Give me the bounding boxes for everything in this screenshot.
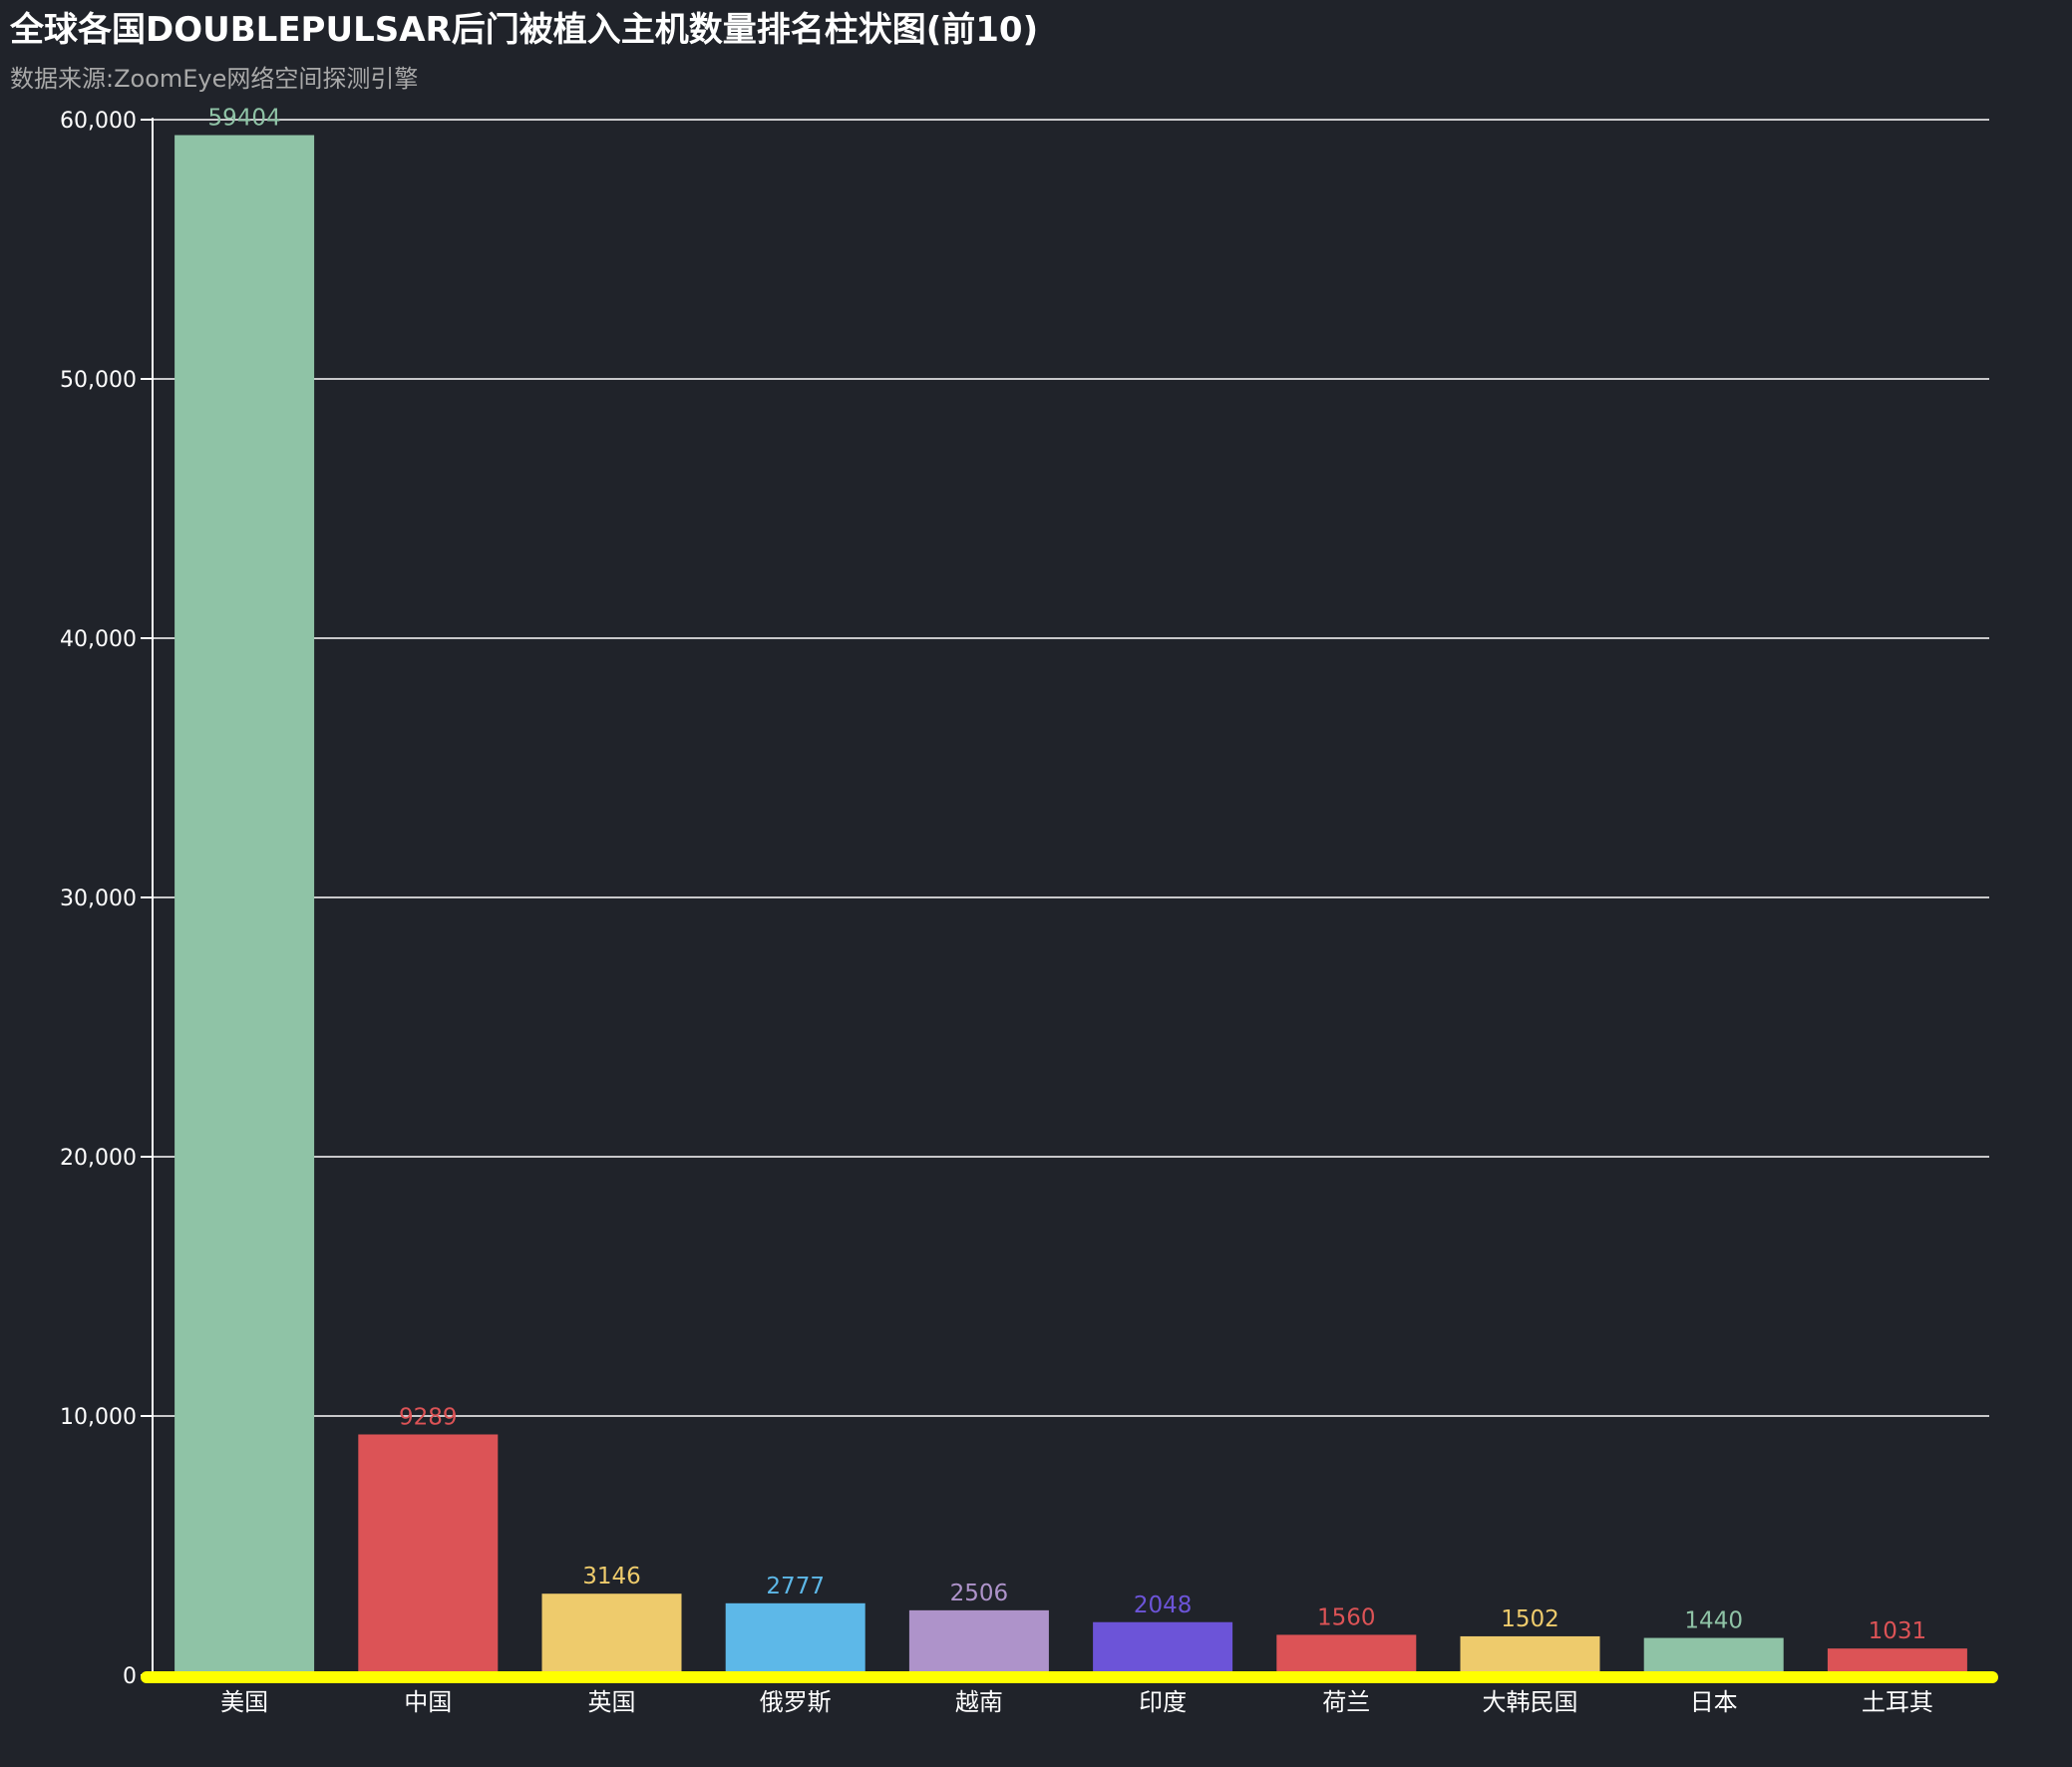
y-tick-label: 40,000 [60,627,137,652]
bar [541,1593,682,1675]
y-tick-label: 20,000 [60,1146,137,1171]
x-tick-label: 俄罗斯 [760,1688,832,1716]
data-label: 9289 [399,1404,458,1430]
bar [358,1434,499,1675]
data-label: 1560 [1317,1604,1376,1630]
bars [174,135,1967,1676]
data-labels: 59404 9289 3146 2777 2506 2048 1560 1502 1440 103… [208,105,1927,1644]
bar [1276,1634,1417,1675]
y-axis: 0 10,000 20,000 30,000 40,000 50,000 60,000 [60,109,154,1689]
bar [908,1609,1049,1675]
data-label: 1440 [1684,1608,1743,1634]
x-tick-label: 土耳其 [1862,1688,1933,1716]
grid-lines [153,119,1989,1417]
x-tick-label: 英国 [588,1688,636,1716]
data-label: 2777 [766,1574,825,1599]
y-tick-label: 10,000 [60,1405,137,1430]
y-tick-label: 30,000 [60,886,137,911]
x-tick-label: 越南 [955,1688,1003,1716]
data-label: 1502 [1501,1606,1559,1632]
y-tick-label: 0 [123,1664,137,1689]
y-tick-label: 50,000 [60,368,137,393]
bar [1643,1637,1784,1675]
x-axis: 美国 中国 英国 俄罗斯 越南 印度 荷兰 大韩民国 日本 土耳其 [141,1671,1998,1716]
bar [174,135,315,1676]
bar [1460,1635,1600,1675]
bar [725,1602,865,1675]
data-label: 59404 [208,105,281,131]
chart-title: 全球各国DOUBLEPULSAR后门被植入主机数量排名柱状图(前10) [10,10,1039,50]
chart-subtitle: 数据来源:ZoomEye网络空间探测引擎 [10,65,419,93]
x-tick-label: 荷兰 [1322,1688,1370,1716]
data-label: 2048 [1134,1592,1193,1618]
bar [1827,1648,1967,1675]
data-label: 1031 [1869,1618,1927,1644]
x-tick-label: 美国 [220,1688,268,1716]
data-label: 3146 [582,1564,641,1590]
x-tick-label: 印度 [1139,1688,1187,1716]
x-tick-label: 中国 [404,1688,452,1716]
y-tick-label: 60,000 [60,109,137,134]
bar [1093,1621,1233,1675]
data-label: 2506 [950,1581,1009,1606]
x-tick-label: 大韩民国 [1483,1688,1578,1716]
x-tick-label: 日本 [1690,1688,1738,1716]
